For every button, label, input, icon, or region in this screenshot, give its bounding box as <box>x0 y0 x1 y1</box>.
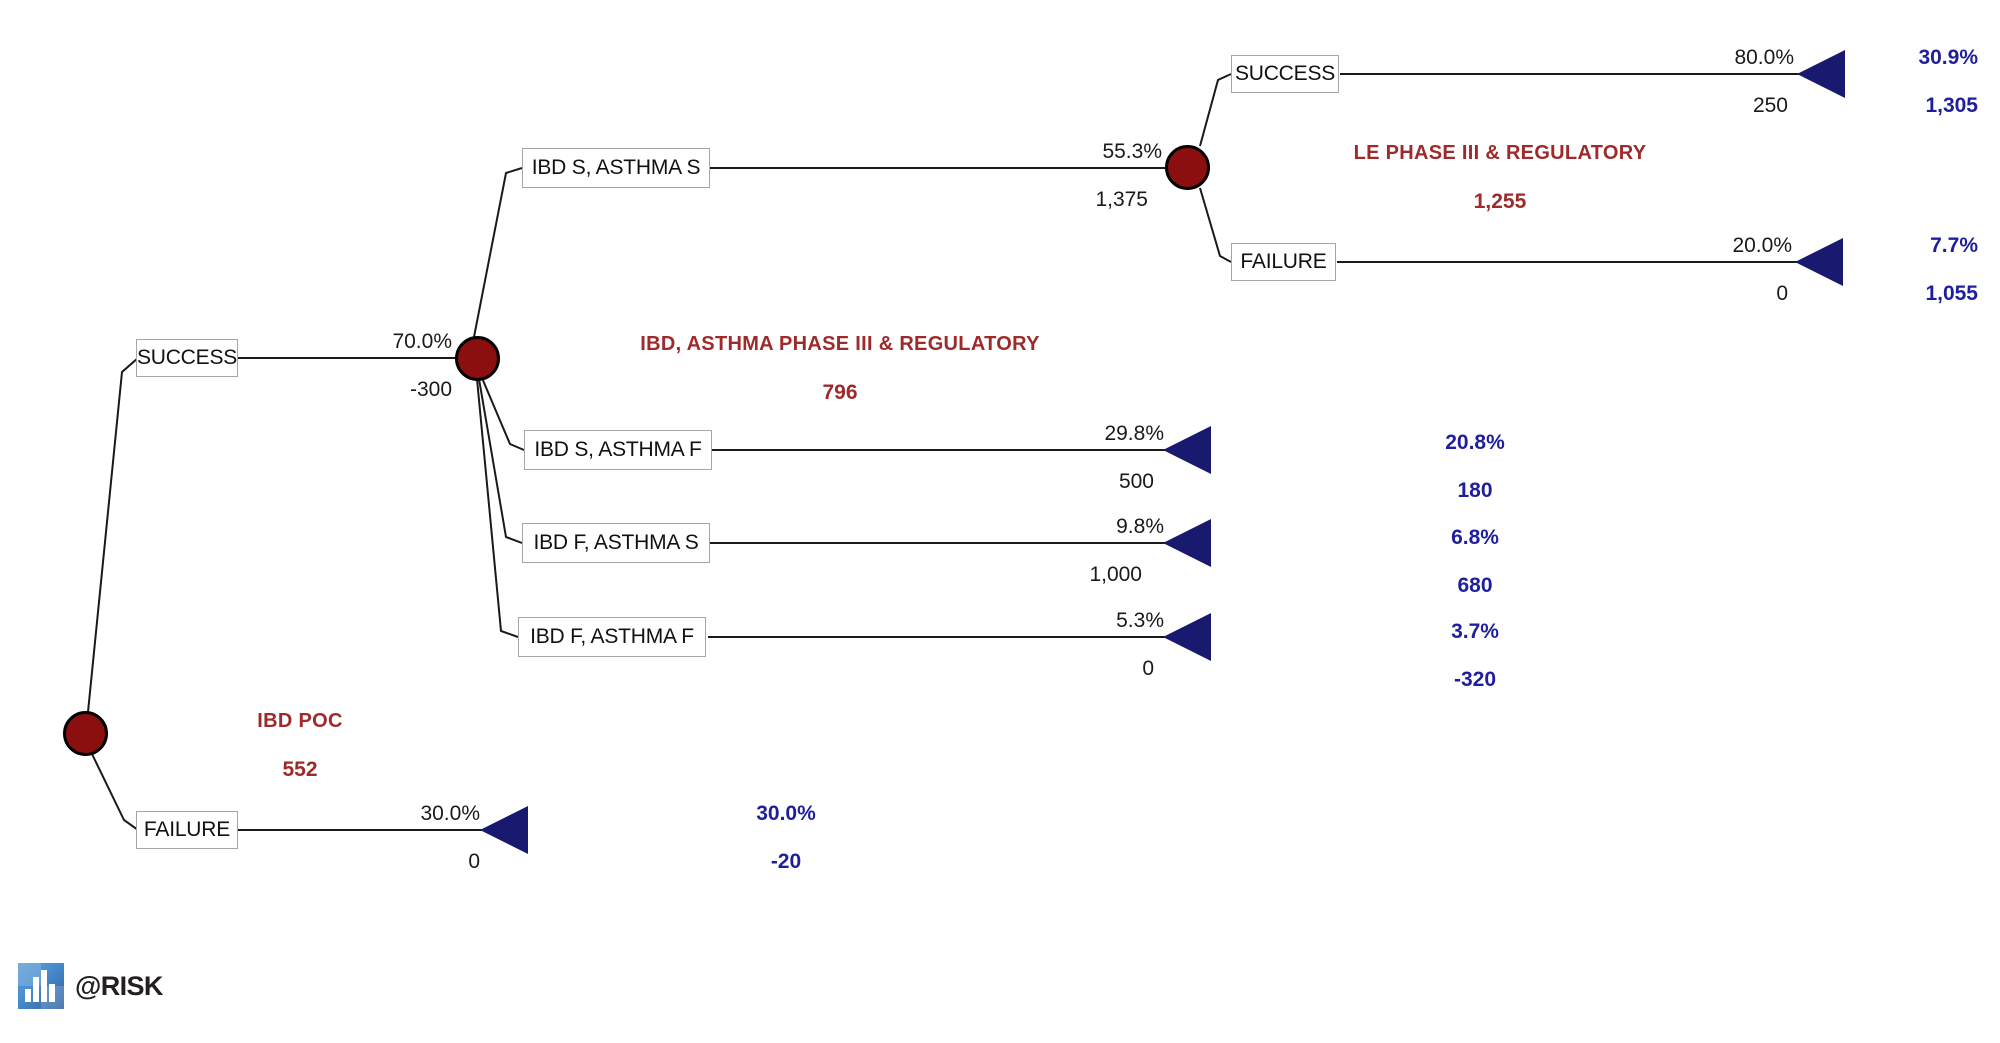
branch-prob-ibd-s-asthma-s: 55.3% <box>1102 140 1162 163</box>
branch-value-poc-failure: 0 <box>468 850 480 873</box>
outcome-payoff-ibd-f-asthma-f: -320 <box>1453 668 1497 691</box>
outcome-payoff-le-success: 1,305 <box>1925 94 1978 117</box>
node-ibd-f-asthma-f-label: IBD F, ASTHMA F <box>530 625 694 648</box>
group-value-le-phase: 1,255 <box>1473 190 1527 213</box>
branch-value-ibd-s-asthma-s: 1,375 <box>1095 188 1148 211</box>
outcome-prob-ibd-f-asthma-s: 6.8% <box>1451 526 1499 549</box>
node-ibd-f-asthma-s[interactable]: IBD F, ASTHMA S <box>522 523 710 563</box>
node-ibd-s-asthma-f[interactable]: IBD S, ASTHMA F <box>524 430 712 470</box>
node-ibd-f-asthma-f[interactable]: IBD F, ASTHMA F <box>518 617 706 657</box>
node-ibd-s-asthma-f-label: IBD S, ASTHMA F <box>534 438 702 461</box>
branch-value-ibd-f-asthma-s: 1,000 <box>1089 563 1142 586</box>
group-title-le-phase: LE PHASE III & REGULATORY <box>1353 142 1647 164</box>
chance-node-root[interactable] <box>63 711 108 756</box>
edge-chance-ibdfasthmaf <box>476 378 519 638</box>
risk-wordmark: @RISK <box>75 970 163 1001</box>
branch-value-ibd-f-asthma-f: 0 <box>1142 657 1154 680</box>
node-le-success-label: SUCCESS <box>1234 62 1336 85</box>
node-le-failure-box[interactable]: FAILURE <box>1231 243 1336 281</box>
branch-prob-ibd-f-asthma-f: 5.3% <box>1116 609 1164 632</box>
branch-value-le-failure: 0 <box>1776 282 1788 305</box>
endpoint-triangle-ibd-f-asthma-s[interactable] <box>1163 519 1211 567</box>
node-le-failure-label: FAILURE <box>1240 250 1327 273</box>
edge-root-success <box>87 357 139 713</box>
outcome-prob-ibd-f-asthma-f: 3.7% <box>1451 620 1499 643</box>
endpoint-triangle-le-failure[interactable] <box>1795 238 1843 286</box>
node-ibd-s-asthma-s[interactable]: IBD S, ASTHMA S <box>522 148 710 188</box>
outcome-prob-poc-failure: 30.0% <box>756 802 816 825</box>
endpoint-triangle-ibd-s-asthma-f[interactable] <box>1163 426 1211 474</box>
outcome-payoff-le-failure: 1,055 <box>1925 282 1978 305</box>
edge-chance2-success <box>1199 73 1232 147</box>
risk-chart-icon <box>18 963 64 1009</box>
outcome-prob-le-success: 30.9% <box>1918 46 1978 69</box>
outcome-payoff-ibd-s-asthma-f: 180 <box>1457 479 1493 502</box>
outcome-prob-ibd-s-asthma-f: 20.8% <box>1445 431 1505 454</box>
edge-chance2-failure <box>1199 187 1232 263</box>
endpoint-triangle-le-success[interactable] <box>1797 50 1845 98</box>
branch-value-le-success: 250 <box>1752 94 1788 117</box>
root-value: 552 <box>282 758 318 781</box>
node-failure-box[interactable]: FAILURE <box>136 811 238 849</box>
group-value-ibd-asthma: 796 <box>822 381 858 404</box>
node-ibd-s-asthma-s-label: IBD S, ASTHMA S <box>531 156 701 179</box>
edge-root-failure <box>91 753 139 831</box>
branch-prob-le-failure: 20.0% <box>1732 234 1792 257</box>
outcome-payoff-poc-failure: -20 <box>770 850 802 873</box>
node-failure-label: FAILURE <box>143 818 231 841</box>
node-ibd-f-asthma-s-label: IBD F, ASTHMA S <box>533 531 699 554</box>
node-success-box[interactable]: SUCCESS <box>136 339 238 377</box>
branch-prob-ibd-s-asthma-f: 29.8% <box>1104 422 1164 445</box>
node-success-label: SUCCESS <box>136 346 238 369</box>
node-le-success-box[interactable]: SUCCESS <box>1231 55 1339 93</box>
branch-prob-le-success: 80.0% <box>1734 46 1794 69</box>
outcome-payoff-ibd-f-asthma-s: 680 <box>1457 574 1493 597</box>
edge-chance-ibdsasthmaf <box>481 377 525 451</box>
chance-node-ibd-asthma[interactable] <box>455 336 500 381</box>
group-title-ibd-asthma: IBD, ASTHMA PHASE III & REGULATORY <box>640 333 1040 355</box>
branch-prob-poc-success: 70.0% <box>392 330 452 353</box>
edge-chance-ibdsasthmas <box>473 167 523 338</box>
branch-prob-poc-failure: 30.0% <box>420 802 480 825</box>
outcome-prob-le-failure: 7.7% <box>1930 234 1978 257</box>
branch-value-poc-success: -300 <box>409 378 452 401</box>
branch-prob-ibd-f-asthma-s: 9.8% <box>1116 515 1164 538</box>
endpoint-triangle-ibd-f-asthma-f[interactable] <box>1163 613 1211 661</box>
risk-logo: @RISK <box>18 963 163 1009</box>
edge-chance-ibdfasthmas <box>478 378 523 544</box>
root-label: IBD POC <box>257 710 343 732</box>
branch-value-ibd-s-asthma-f: 500 <box>1118 470 1154 493</box>
endpoint-triangle-poc-failure[interactable] <box>480 806 528 854</box>
chance-node-le-phase[interactable] <box>1165 145 1210 190</box>
